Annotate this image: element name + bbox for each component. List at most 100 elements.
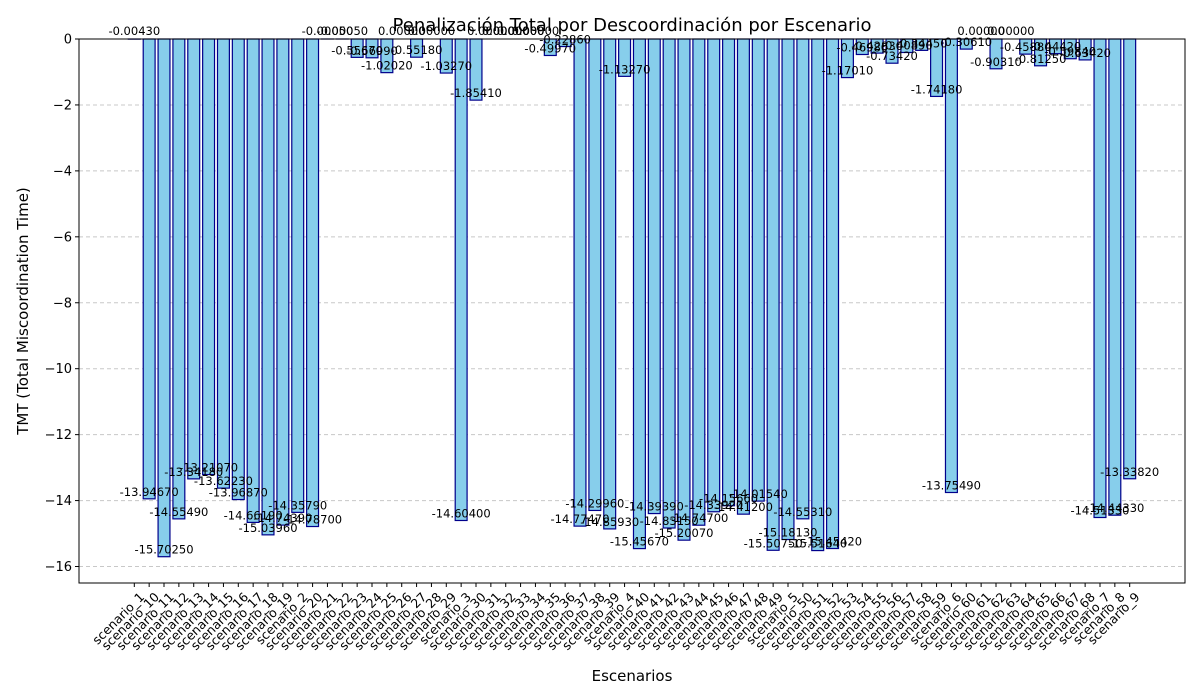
data-label-scenario-61: 0.00000 [957, 24, 1005, 38]
data-label-scenario-16: -13.96870 [209, 486, 268, 500]
bar-scenario-39 [603, 38, 617, 530]
x-axis: scenario_1scenario_10scenario_11scenario… [89, 583, 1143, 653]
data-label-scenario-2: -14.35790 [268, 498, 327, 512]
x-axis-label: Escenarios [592, 667, 673, 685]
data-label-scenario-23: -0.55670 [331, 43, 383, 57]
data-label-scenario-17: -14.66190 [224, 508, 283, 522]
data-label-scenario-12: -14.55490 [149, 505, 208, 519]
data-label-scenario-34: 0.00000 [512, 24, 560, 38]
y-tick-label: −12 [45, 428, 72, 443]
data-label-scenario-58: -0.34450 [896, 36, 948, 50]
bar-scenario-5 [781, 38, 795, 541]
y-axis: 0 −2 −4 −6 −8 −10 −12 −14 −16 [45, 33, 79, 575]
data-label-scenario-9: -13.33820 [1100, 465, 1159, 479]
data-label-scenario-11: -15.70250 [134, 543, 193, 557]
data-label-scenario-1: -0.00430 [108, 24, 160, 38]
data-label-scenario-26: 0.00000 [378, 24, 426, 38]
data-label-scenario-22: -0.00050 [316, 24, 368, 38]
bar-scenario-38 [588, 38, 602, 512]
data-label-scenario-40: -15.45670 [610, 535, 669, 549]
data-label-scenario-24: -0.56990 [346, 44, 398, 58]
data-label-scenario-8: -14.44330 [1085, 501, 1144, 515]
data-label-scenario-13: -13.34180 [164, 465, 223, 479]
data-label-scenario-50: -14.55310 [773, 505, 832, 519]
bar-scenario-40 [632, 38, 646, 550]
y-tick-label: −14 [45, 494, 72, 509]
y-tick-label: 0 [64, 33, 72, 48]
bar-scenario-47 [736, 38, 750, 515]
data-label-scenario-45: -14.33920 [684, 498, 743, 512]
data-label-scenario-64: -0.45880 [1000, 40, 1052, 54]
bar-scenario-41 [647, 38, 661, 515]
bar-scenario-20 [306, 38, 320, 528]
bar-scenario-50 [796, 38, 810, 520]
bar-scenario-12 [172, 38, 186, 520]
data-label-scenario-6: -13.75490 [922, 478, 981, 492]
data-label-scenario-30: -1.85410 [450, 86, 502, 100]
bar-scenario-10 [142, 38, 156, 500]
data-label-scenario-10: -13.94670 [120, 485, 179, 499]
y-axis-label: TMT (Total Miscoordination Time) [14, 187, 32, 436]
data-label-scenario-57: -0.40890 [881, 38, 933, 52]
data-label-scenario-65: -0.81250 [1015, 52, 1067, 66]
data-label-scenario-28: 0.00000 [408, 24, 456, 38]
data-label-scenario-41: -14.39390 [625, 500, 684, 514]
bar-scenario-19 [276, 38, 290, 526]
bar-scenario-46 [722, 38, 736, 507]
bar-scenario-44 [692, 38, 706, 526]
bar-scenario-43 [677, 38, 691, 541]
bar-scenario-2 [291, 38, 305, 513]
data-label-scenario-35: -0.49970 [524, 41, 576, 55]
bar-scenario-8 [1108, 38, 1122, 516]
data-label-scenario-15: -13.62230 [194, 474, 253, 488]
data-label-scenario-43: -15.20070 [654, 526, 713, 540]
data-label-scenario-19: -14.74390 [253, 511, 312, 525]
data-label-scenario-4: -1.13270 [599, 62, 651, 76]
bar-scenario-13 [187, 38, 201, 480]
data-label-scenario-49: -15.50750 [744, 536, 803, 550]
bar-scenario-6 [944, 38, 958, 494]
data-label-scenario-31: 0.00000 [467, 24, 515, 38]
data-label-scenario-14: -13.21070 [179, 461, 238, 475]
bar-scenario-37 [573, 38, 587, 527]
y-tick-label: −4 [53, 164, 72, 179]
bar-scenario-17 [246, 38, 260, 523]
data-label-scenario-33: 0.00000 [497, 24, 545, 38]
data-label-scenario-62: -0.90310 [970, 55, 1022, 69]
data-label-scenario-20: -14.78700 [283, 513, 342, 527]
data-label-scenario-21: -0.00050 [302, 24, 354, 38]
data-label-scenario-52: -15.45420 [803, 535, 862, 549]
data-label-scenario-18: -15.03960 [238, 521, 297, 535]
data-label-scenario-53: -1.17010 [822, 64, 874, 78]
data-label-scenario-51: -15.51640 [788, 537, 847, 551]
data-label-scenario-27: -0.55180 [391, 43, 443, 57]
data-label-scenario-5: -15.18130 [758, 526, 817, 540]
y-tick-label: −10 [45, 362, 72, 377]
bar-scenario-3 [454, 38, 468, 522]
data-label-scenario-48: -14.01540 [729, 487, 788, 501]
y-tick-label: −6 [53, 230, 72, 245]
y-tick-label: −16 [45, 560, 72, 575]
data-label-scenario-42: -14.83150 [640, 514, 699, 528]
data-label-scenario-59: -1.74180 [911, 82, 963, 96]
data-label-scenario-38: -14.29960 [565, 496, 624, 510]
data-label-scenario-37: -14.77470 [550, 512, 609, 526]
bar-scenario-9 [1123, 38, 1137, 480]
bar-scenario-48 [751, 38, 765, 502]
data-label-scenario-25: -1.02020 [361, 59, 413, 73]
bar-scenario-18 [261, 38, 275, 536]
data-label-scenario-39: -14.85930 [580, 515, 639, 529]
bars [127, 38, 1137, 558]
chart-title: Penalización Total por Descoordinación p… [393, 15, 872, 36]
data-label-scenario-47: -14.41200 [714, 500, 773, 514]
bar-scenario-11 [157, 38, 171, 558]
bar-scenario-52 [826, 38, 840, 550]
data-label-scenario-7: -14.51330 [1070, 503, 1129, 517]
data-label-scenario-29: -1.03270 [420, 59, 472, 73]
data-label-scenario-66: -0.44420 [1030, 40, 1082, 54]
bar-scenario-16 [231, 38, 245, 501]
data-label-scenario-44: -14.74700 [669, 511, 728, 525]
data-label-scenario-3: -14.60400 [432, 506, 491, 520]
data-label-scenario-54: -0.46980 [836, 40, 888, 54]
